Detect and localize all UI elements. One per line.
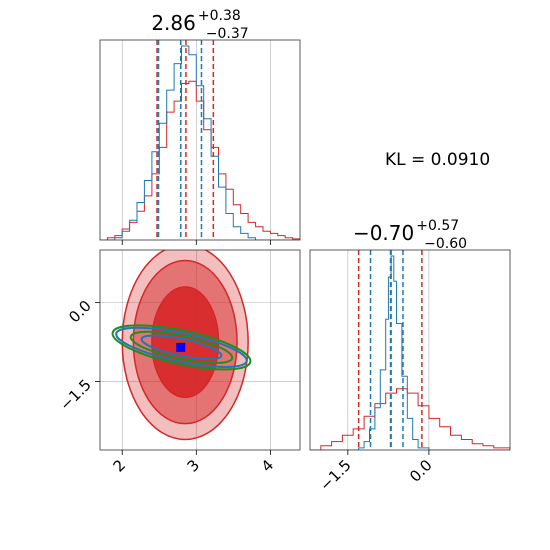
ellipse-contour bbox=[111, 324, 252, 371]
x-ticks: −1.5 0.0 bbox=[316, 450, 436, 495]
hist2-title-value: −0.70 bbox=[353, 221, 414, 245]
panel-frame bbox=[99, 39, 301, 241]
quantile-lines bbox=[357, 250, 423, 450]
hist-panel-1: 2.86 +0.38 −0.37 bbox=[99, 8, 301, 245]
hist-series-group bbox=[310, 255, 510, 450]
x-tick-label: 4 bbox=[258, 456, 277, 475]
hist-series-posterior_a bbox=[100, 80, 300, 240]
ellipse-contour bbox=[129, 330, 234, 365]
x-tick-label: 0.0 bbox=[406, 456, 436, 486]
filled-contours bbox=[121, 250, 249, 441]
ellipse-contour bbox=[140, 334, 223, 361]
x-tick-label: 3 bbox=[184, 456, 203, 475]
panel-frame bbox=[309, 249, 511, 451]
hist1-title-value: 2.86 bbox=[151, 11, 196, 35]
quantile-lines bbox=[156, 40, 215, 240]
y-tick-label: 0.0 bbox=[65, 297, 95, 327]
panel-frame bbox=[99, 249, 301, 451]
hist-series-posterior_a bbox=[310, 388, 510, 450]
hist2-title-lower: −0.60 bbox=[424, 236, 467, 252]
ellipse-contours bbox=[111, 324, 252, 371]
kl-annotation: KL = 0.0910 bbox=[385, 150, 490, 170]
y-tick-label: −1.5 bbox=[56, 376, 94, 414]
x-tick-label: 2 bbox=[110, 456, 129, 475]
marker-group bbox=[176, 342, 186, 352]
hist-series-posterior_b bbox=[100, 45, 300, 240]
hist-series-posterior_b bbox=[310, 255, 510, 450]
hist-series-group bbox=[100, 45, 300, 240]
contour-panel: 2 3 4 0.0 −1.5 bbox=[56, 249, 301, 476]
hist1-title: 2.86 +0.38 −0.37 bbox=[151, 8, 248, 42]
hist1-title-upper: +0.38 bbox=[198, 8, 241, 24]
x-tick-label: −1.5 bbox=[316, 456, 354, 494]
x-ticks bbox=[121, 240, 271, 245]
hist-panel-2: −1.5 0.0 −0.70 +0.57 −0.60 bbox=[309, 218, 511, 495]
hist2-title: −0.70 +0.57 −0.60 bbox=[353, 218, 467, 252]
hist2-title-upper: +0.57 bbox=[416, 218, 459, 234]
hist1-title-lower: −0.37 bbox=[206, 26, 249, 42]
truth-marker bbox=[176, 342, 186, 352]
ellipse-contour bbox=[115, 326, 248, 368]
